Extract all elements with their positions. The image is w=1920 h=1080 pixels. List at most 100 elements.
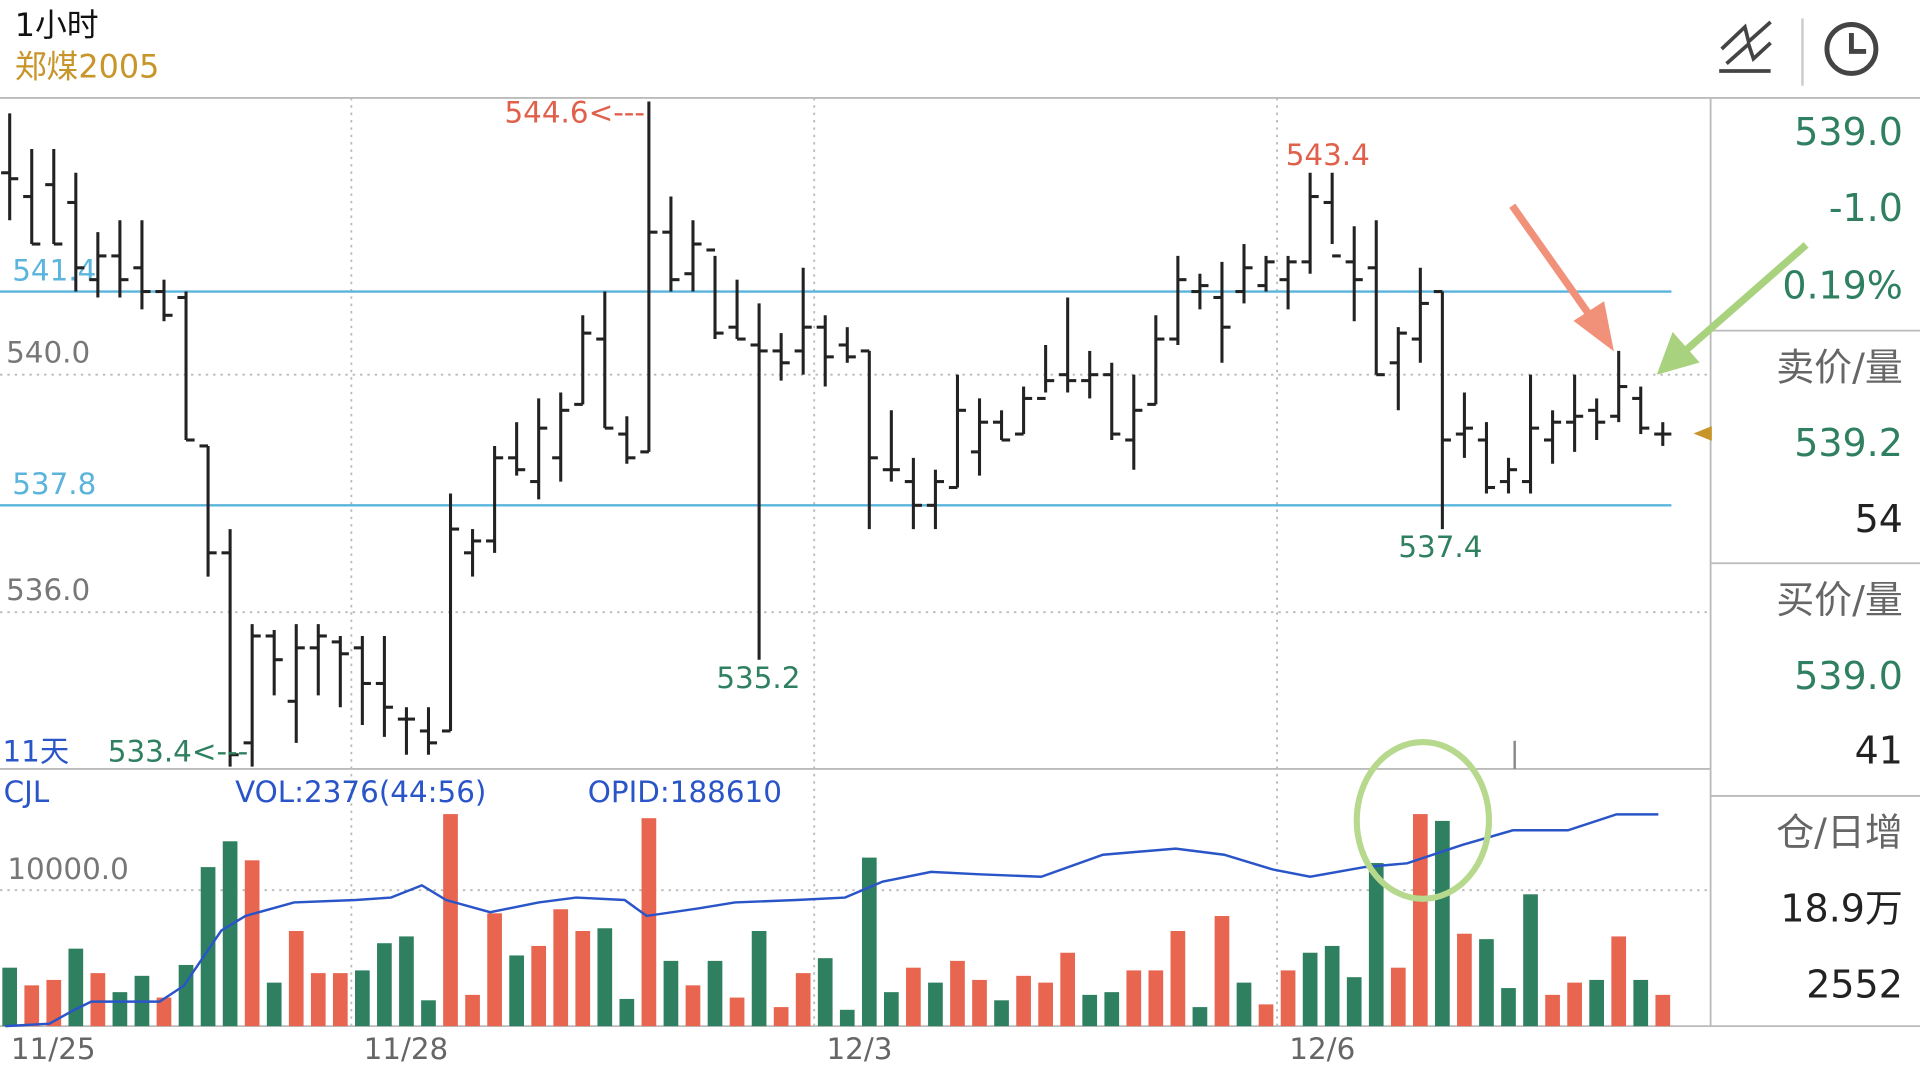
clock-icon[interactable] <box>1824 22 1879 76</box>
annotation: 535.2 <box>716 661 800 695</box>
volume-bar <box>487 913 502 1027</box>
volume-bar <box>685 985 701 1027</box>
annotation: 543.4 <box>1286 138 1370 172</box>
volume-bar <box>1302 952 1318 1027</box>
volume-bar <box>994 1000 1009 1027</box>
volume-bar <box>1479 939 1494 1027</box>
volume-bar <box>355 970 370 1027</box>
period[interactable]: 1小时 <box>15 6 99 44</box>
volume-bar <box>244 860 260 1027</box>
volume-bar <box>46 979 62 1027</box>
volume-bar <box>1390 967 1406 1027</box>
symbol[interactable]: 郑煤2005 <box>15 48 160 86</box>
volume-bar <box>1501 988 1516 1027</box>
volume-bar <box>399 936 414 1027</box>
volume-bar <box>90 973 106 1027</box>
oi-label: 仓/日增 <box>1776 811 1903 855</box>
price-marker <box>1693 426 1712 441</box>
volume-bar <box>795 973 811 1027</box>
bid-volume: 41 <box>1855 729 1903 773</box>
volume-bar <box>1170 930 1186 1027</box>
change-pct: 0.19% <box>1782 263 1903 307</box>
volume-bar <box>597 928 613 1027</box>
volume-bar <box>531 945 547 1027</box>
volume-bar <box>1060 952 1076 1027</box>
volume-label: CJL <box>4 775 50 809</box>
volume-bar <box>156 997 172 1027</box>
oi-change: 2552 <box>1806 962 1903 1006</box>
bid-label: 买价/量 <box>1776 578 1903 622</box>
volume-tick-label: 10000.0 <box>7 852 128 886</box>
volume-bar <box>619 998 635 1027</box>
volume-bar <box>1236 982 1252 1027</box>
ask-price: 539.2 <box>1794 421 1903 465</box>
volume-bar <box>178 964 194 1027</box>
x-tick-label: 12/6 <box>1289 1032 1355 1066</box>
volume-bar <box>1148 970 1164 1027</box>
level-label: 541.4 <box>12 253 96 287</box>
volume-bar <box>1545 994 1560 1027</box>
volume-bar <box>24 985 40 1027</box>
highlight-circle <box>1353 738 1493 902</box>
volume-bar <box>773 1007 789 1027</box>
volume-bar <box>112 992 128 1027</box>
annotation: 533.4<--- <box>108 735 249 769</box>
volume-bar <box>950 960 965 1027</box>
volume-bar <box>575 930 591 1027</box>
ask-label: 卖价/量 <box>1776 345 1903 389</box>
days: 11天 <box>2 735 69 769</box>
volume-bar <box>443 814 458 1027</box>
volume-bar <box>707 960 723 1027</box>
volume-bar <box>553 909 569 1027</box>
volume-bar <box>1523 894 1538 1027</box>
volume-bar <box>928 982 943 1027</box>
green-arrow <box>1656 242 1809 375</box>
volume-bar <box>1192 1007 1208 1027</box>
volume-bar <box>1214 916 1230 1027</box>
volume-bar <box>68 948 84 1027</box>
change: -1.0 <box>1829 186 1903 230</box>
volume-bar <box>1611 936 1627 1027</box>
volume-bar <box>663 960 679 1027</box>
volume-bar <box>861 857 877 1027</box>
volume-bar <box>1104 992 1120 1027</box>
volume-bar <box>222 841 238 1027</box>
volume-bar <box>1346 977 1362 1027</box>
frame <box>0 97 1920 1028</box>
volume-bar <box>1258 1004 1274 1027</box>
volume-bar <box>200 867 216 1027</box>
volume-bar <box>1038 982 1053 1027</box>
volume-bar <box>1126 970 1142 1027</box>
draw-icon[interactable] <box>1719 20 1772 73</box>
oi-line <box>5 813 1659 1028</box>
volume-bar <box>883 992 899 1027</box>
volume-bar <box>751 930 767 1027</box>
volume-bar <box>1324 945 1340 1027</box>
open-interest: 18.9万 <box>1780 887 1902 931</box>
volume-bar <box>421 1000 436 1027</box>
volume-bar <box>377 943 392 1027</box>
oi-text: OPID:188610 <box>588 775 782 809</box>
volume-bar <box>1368 863 1384 1027</box>
volume-text: VOL:2376(44:56) <box>235 775 486 809</box>
ask-volume: 54 <box>1855 497 1903 541</box>
volume-bar <box>332 973 348 1027</box>
volume-bar <box>465 994 480 1027</box>
volume-bar <box>972 979 987 1027</box>
volume-bar <box>817 958 833 1027</box>
volume-bar <box>1589 979 1605 1027</box>
volume-bar <box>266 982 282 1027</box>
volume-bar <box>1280 970 1296 1027</box>
volume-bar <box>1567 982 1582 1027</box>
volume-bar <box>1412 814 1428 1027</box>
volume-bar <box>729 997 745 1027</box>
red-arrow <box>1509 203 1614 352</box>
volume-bar <box>2 967 18 1027</box>
volume-bar <box>509 955 524 1027</box>
quote-panel: 539.0 -1.0 0.19% 卖价/量 539.2 54 买价/量 539.… <box>1776 110 1903 1006</box>
volume-bar <box>1082 994 1098 1027</box>
volume-bar <box>641 818 657 1027</box>
x-tick-label: 11/28 <box>364 1032 449 1066</box>
